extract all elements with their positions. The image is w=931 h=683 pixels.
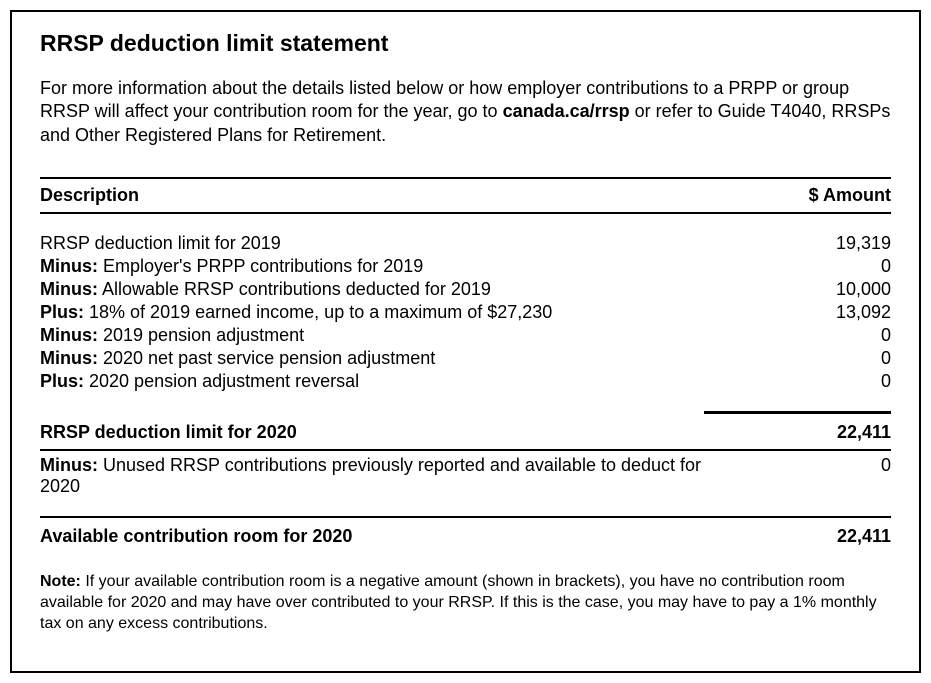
- row-text: Employer's PRPP contributions for 2019: [98, 256, 423, 276]
- final-amount: 22,411: [704, 518, 891, 548]
- row-prefix: Minus:: [40, 256, 98, 276]
- header-description: Description: [40, 178, 704, 213]
- row-amount: 0: [704, 451, 891, 498]
- row-prefix: Plus:: [40, 302, 84, 322]
- final-label: Available contribution room for 2020: [40, 518, 704, 548]
- row-text: 18% of 2019 earned income, up to a maxim…: [84, 302, 552, 322]
- row-amount: 0: [704, 324, 891, 347]
- row-text: Allowable RRSP contributions deducted fo…: [98, 279, 491, 299]
- row-prefix: Minus:: [40, 348, 98, 368]
- row-amount: 19,319: [704, 232, 891, 255]
- table-row: Minus: Employer's PRPP contributions for…: [40, 255, 891, 278]
- row-prefix: Minus:: [40, 325, 98, 345]
- table-row: Minus: Allowable RRSP contributions dedu…: [40, 278, 891, 301]
- intro-paragraph: For more information about the details l…: [40, 77, 891, 147]
- table-row: Plus: 2020 pension adjustment reversal 0: [40, 370, 891, 393]
- statement-title: RRSP deduction limit statement: [40, 30, 891, 57]
- row-text: 2019 pension adjustment: [98, 325, 304, 345]
- row-prefix: Minus:: [40, 455, 98, 475]
- table-row: Minus: 2020 net past service pension adj…: [40, 347, 891, 370]
- note-paragraph: Note: If your available contribution roo…: [40, 572, 891, 634]
- final-row: Available contribution room for 2020 22,…: [40, 518, 891, 548]
- note-prefix: Note:: [40, 573, 81, 590]
- row-amount: 0: [704, 255, 891, 278]
- row-prefix: Plus:: [40, 371, 84, 391]
- table-header-row: Description $ Amount: [40, 178, 891, 213]
- row-text: 2020 net past service pension adjustment: [98, 348, 435, 368]
- table-row: Plus: 18% of 2019 earned income, up to a…: [40, 301, 891, 324]
- note-text: If your available contribution room is a…: [40, 573, 877, 632]
- unused-row: Minus: Unused RRSP contributions previou…: [40, 451, 891, 498]
- statement-table: Description $ Amount RRSP deduction limi…: [40, 177, 891, 548]
- subtotal-amount: 22,411: [704, 416, 891, 450]
- table-row: Minus: 2019 pension adjustment 0: [40, 324, 891, 347]
- intro-link-text: canada.ca/rrsp: [503, 101, 630, 121]
- row-text: 2020 pension adjustment reversal: [84, 371, 359, 391]
- row-prefix: Minus:: [40, 279, 98, 299]
- row-amount: 10,000: [704, 278, 891, 301]
- subtotal-label: RRSP deduction limit for 2020: [40, 416, 704, 450]
- row-amount: 0: [704, 347, 891, 370]
- row-amount: 0: [704, 370, 891, 393]
- row-amount: 13,092: [704, 301, 891, 324]
- header-amount: $ Amount: [704, 178, 891, 213]
- statement-box: RRSP deduction limit statement For more …: [10, 10, 921, 673]
- row-text: RRSP deduction limit for 2019: [40, 233, 281, 253]
- row-text: Unused RRSP contributions previously rep…: [40, 455, 701, 496]
- table-row: RRSP deduction limit for 2019 19,319: [40, 232, 891, 255]
- subtotal-row: RRSP deduction limit for 2020 22,411: [40, 416, 891, 450]
